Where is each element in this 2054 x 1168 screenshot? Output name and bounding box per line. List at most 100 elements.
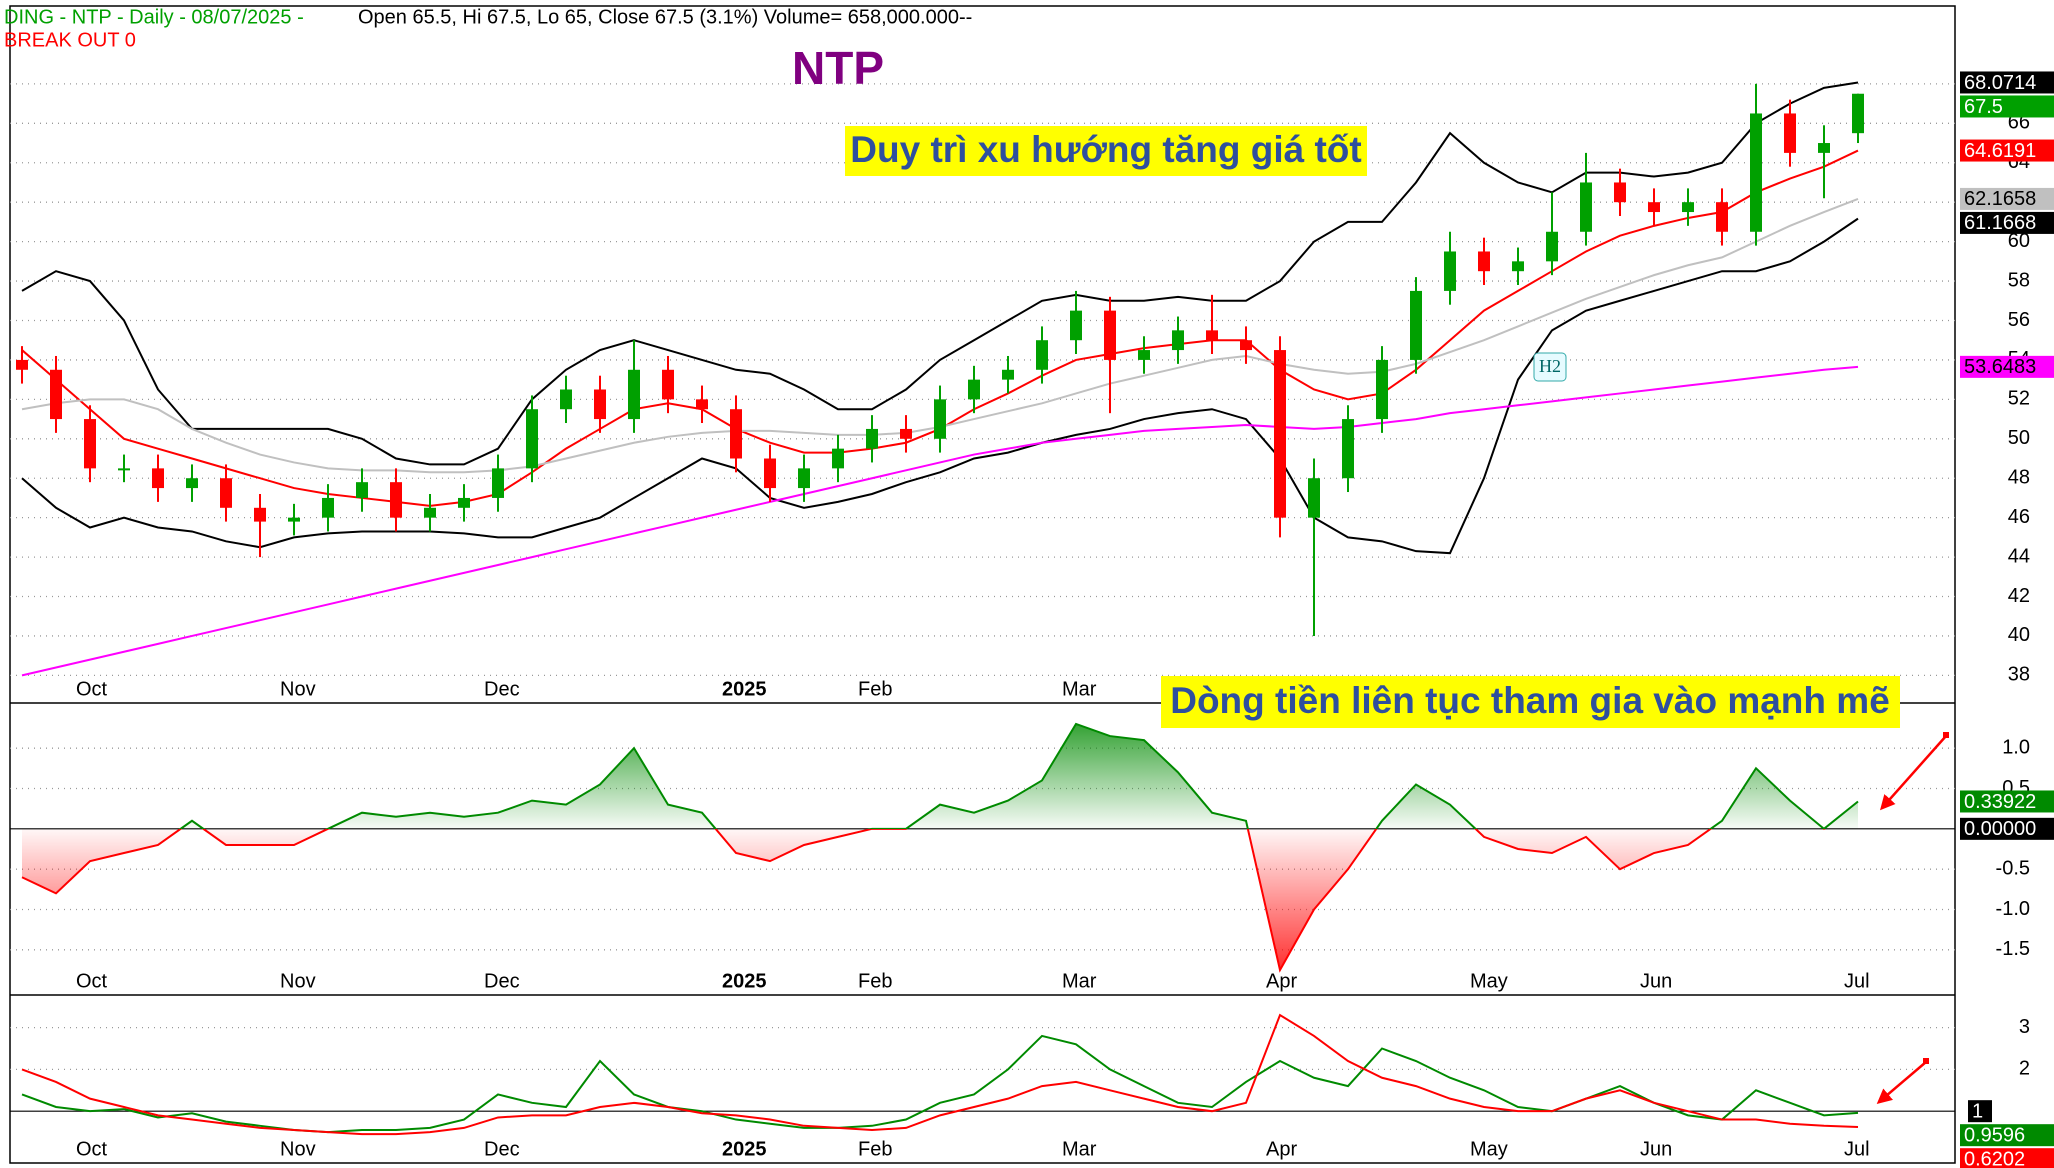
x-tick-label: Jun xyxy=(1640,970,1672,992)
x-tick-label: Jul xyxy=(1844,970,1870,992)
candle-body xyxy=(254,507,266,522)
value-tag-label: 53.6483 xyxy=(1964,356,2036,378)
candle-body xyxy=(1478,251,1490,272)
x-tick-label: Mar xyxy=(1062,1138,1097,1160)
value-tag xyxy=(1960,1148,2054,1168)
x-tick-label: Nov xyxy=(280,678,316,700)
candle-body xyxy=(764,458,776,489)
y-tick-label: -1.0 xyxy=(1996,898,2030,920)
annotation-box xyxy=(1161,676,1900,728)
indicator-line xyxy=(21,217,1859,555)
candle-body xyxy=(220,478,232,508)
candle-body xyxy=(288,517,300,522)
flow-line xyxy=(21,722,1859,973)
candle-body xyxy=(1342,419,1354,479)
x-tick-label: Dec xyxy=(484,678,520,700)
candle-body xyxy=(1376,359,1388,420)
arrow xyxy=(1880,735,1947,811)
value-tag-label: 0.33922 xyxy=(1964,791,2036,813)
candle-body xyxy=(526,409,538,469)
value-tag xyxy=(1960,71,2054,94)
candle-body xyxy=(866,428,878,449)
y-tick-label: 42 xyxy=(2008,585,2030,607)
y-tick-label: 44 xyxy=(2008,545,2030,567)
value-tag xyxy=(1960,1124,2054,1147)
x-tick-label: Feb xyxy=(858,1138,892,1160)
annotation: Duy trì xu hướng tăng giá tốt xyxy=(850,129,1361,170)
indicator-line xyxy=(21,1013,1859,1136)
x-tick-label: May xyxy=(1470,970,1508,992)
frame xyxy=(9,5,1956,1164)
candle-body xyxy=(322,497,334,518)
panel xyxy=(10,1013,1955,1136)
y-tick-label: 3 xyxy=(2019,1016,2030,1038)
candle-body xyxy=(934,399,946,439)
value-tag xyxy=(1960,211,2054,234)
x-tick-label: Nov xyxy=(280,970,316,992)
candle-body xyxy=(390,482,402,518)
chart-title: NTP xyxy=(792,42,884,94)
value-tag xyxy=(1960,817,2054,840)
value-tag-label: 0.9596 xyxy=(1964,1124,2025,1146)
candle-body xyxy=(1138,350,1150,360)
candle-body xyxy=(458,497,470,508)
candle-body xyxy=(50,369,62,420)
x-tick-label: 2025 xyxy=(722,970,767,992)
candle-body xyxy=(1206,330,1218,341)
h2-box xyxy=(1533,352,1567,382)
candle-body xyxy=(560,389,572,410)
candle-body xyxy=(1240,340,1252,351)
candle-body xyxy=(16,359,28,370)
header-signal: BREAK OUT 0 xyxy=(4,29,136,51)
value-tag-label: 67.5 xyxy=(1964,96,2003,118)
panel xyxy=(10,81,1955,677)
candle-body xyxy=(900,428,912,439)
annotation-box xyxy=(845,126,1367,176)
x-tick-label: Nov xyxy=(280,1138,316,1160)
candle-body xyxy=(1648,202,1660,213)
y-tick-label: 40 xyxy=(2008,624,2030,646)
y-tick-label: 52 xyxy=(2008,388,2030,410)
candle-body xyxy=(1104,310,1116,360)
x-tick-label: Dec xyxy=(484,970,520,992)
x-tick-label: Feb xyxy=(858,970,892,992)
candle-body xyxy=(1784,113,1796,153)
candle-body xyxy=(1512,261,1524,272)
candle-body xyxy=(1308,478,1320,518)
candle-body xyxy=(356,482,368,498)
x-tick-label: Jul xyxy=(1844,1138,1870,1160)
candle-body xyxy=(1750,113,1762,232)
y-tick-label: -1.5 xyxy=(1996,938,2030,960)
candle-body xyxy=(152,468,164,489)
candle-body xyxy=(1818,143,1830,153)
annotation: Dòng tiền liên tục tham gia vào mạnh mẽ xyxy=(1170,680,1890,721)
y-tick-label: 50 xyxy=(2008,427,2030,449)
value-tag-label: 62.1658 xyxy=(1964,188,2036,210)
y-tick-label: 58 xyxy=(2008,269,2030,291)
y-tick-label: 38 xyxy=(2008,664,2030,686)
value-tag-label: 0.00000 xyxy=(1964,818,2036,840)
x-tick-label: Mar xyxy=(1062,678,1097,700)
candle-body xyxy=(186,478,198,489)
candle-body xyxy=(424,507,436,518)
candle-body xyxy=(1580,182,1592,232)
x-tick-label: Oct xyxy=(76,678,108,700)
header-source: DING - NTP - Daily - 08/07/2025 - xyxy=(4,6,304,28)
candle-body xyxy=(1546,231,1558,262)
candle-body xyxy=(118,468,130,471)
candle-body xyxy=(84,419,96,469)
value-tag xyxy=(1960,95,2054,118)
value-tag xyxy=(1960,790,2054,813)
x-tick-label: Oct xyxy=(76,970,108,992)
candle-body xyxy=(1274,350,1286,518)
header-ohlc: Open 65.5, Hi 67.5, Lo 65, Close 67.5 (3… xyxy=(358,6,972,28)
x-tick-label: 2025 xyxy=(722,1138,767,1160)
candle-body xyxy=(1444,251,1456,291)
candle-body xyxy=(1410,290,1422,360)
candle-body xyxy=(1002,369,1014,380)
x-tick-label: May xyxy=(1470,1138,1508,1160)
candle-body xyxy=(628,369,640,420)
value-tag-label: 64.6191 xyxy=(1964,140,2036,162)
x-tick-label: Mar xyxy=(1062,970,1097,992)
